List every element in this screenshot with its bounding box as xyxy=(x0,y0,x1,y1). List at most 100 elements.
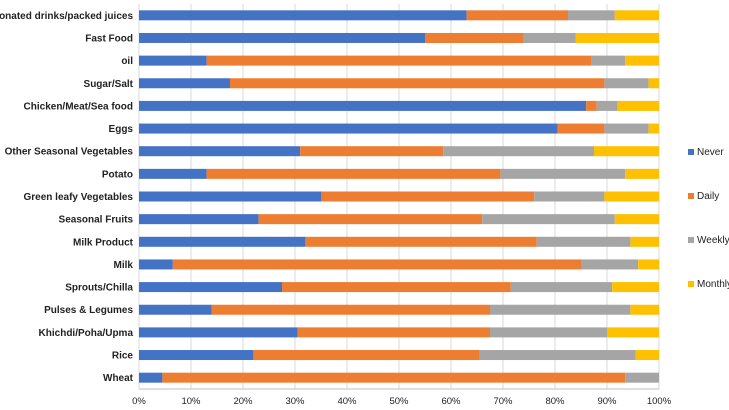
bar-segment-daily xyxy=(321,191,535,202)
bar-segment-weekly xyxy=(510,282,613,293)
legend-swatch-daily xyxy=(688,193,694,199)
bar-segment-monthly xyxy=(648,78,659,89)
bar-segment-monthly xyxy=(648,123,659,134)
category-label: Fast Food xyxy=(85,33,133,44)
bar-segment-monthly xyxy=(630,236,659,247)
bar-segment-daily xyxy=(211,304,491,315)
bar-segment-monthly xyxy=(630,304,659,315)
category-label: Sprouts/Chilla xyxy=(65,283,133,294)
bar-segment-weekly xyxy=(625,372,659,383)
category-label: Pulses & Legumes xyxy=(44,305,133,316)
bar-segment-never xyxy=(139,282,282,293)
bar-segment-monthly xyxy=(638,259,659,270)
x-tick-label: 0% xyxy=(132,396,146,407)
category-label: Milk xyxy=(114,260,134,271)
bar-segment-weekly xyxy=(604,123,649,134)
bar-segment-never xyxy=(139,123,558,134)
bar-segment-weekly xyxy=(490,327,607,338)
x-tick-label: 20% xyxy=(233,396,253,407)
bar-segment-monthly xyxy=(635,350,659,361)
bar-segment-never xyxy=(139,146,301,157)
x-tick-label: 90% xyxy=(597,396,617,407)
legend-label-never: Never xyxy=(697,147,724,158)
bar-segment-monthly xyxy=(575,32,659,43)
x-tick-label: 50% xyxy=(389,396,409,407)
bar-segment-never xyxy=(139,78,230,89)
bar-segment-daily xyxy=(305,236,537,247)
category-label: Green leafy Vegetables xyxy=(23,192,133,203)
legend-swatch-never xyxy=(688,149,694,155)
bar-segment-daily xyxy=(162,372,626,383)
x-tick-label: 30% xyxy=(285,396,305,407)
bars xyxy=(139,10,659,383)
bar-segment-never xyxy=(139,168,207,179)
x-axis-tick-labels: 0% 10% 20% 30% 40% 50% 60% 70% 80% 90% 100% xyxy=(132,396,672,407)
bar-segment-monthly xyxy=(614,10,659,21)
bar-segment-weekly xyxy=(534,191,605,202)
bar-segment-never xyxy=(139,372,163,383)
category-label: Rice xyxy=(112,351,134,362)
category-label: Seasonal Fruits xyxy=(59,215,134,226)
x-tick-label: 60% xyxy=(441,396,461,407)
bar-segment-monthly xyxy=(614,214,659,225)
bar-segment-daily xyxy=(557,123,605,134)
bar-segment-weekly xyxy=(604,78,649,89)
bar-segment-weekly xyxy=(581,259,639,270)
bar-segment-never xyxy=(139,55,207,66)
bar-segment-never xyxy=(139,236,306,247)
category-labels: Carbonated drinks/packed juices Fast Food… xyxy=(0,11,134,384)
x-tick-label: 100% xyxy=(647,396,672,407)
category-label: Chicken/Meat/Sea food xyxy=(24,101,133,112)
bar-segment-monthly xyxy=(594,146,659,157)
bar-segment-monthly xyxy=(617,100,659,111)
category-label: Carbonated drinks/packed juices xyxy=(0,11,133,22)
bar-segment-weekly xyxy=(482,214,615,225)
bar-segment-never xyxy=(139,259,173,270)
x-tick-label: 80% xyxy=(545,396,565,407)
legend-label-weekly: Weekly xyxy=(697,235,729,246)
legend-swatch-monthly xyxy=(688,281,694,287)
category-label: Other Seasonal Vegetables xyxy=(5,147,134,158)
bar-segment-never xyxy=(139,191,321,202)
category-label: Khichdi/Poha/Upma xyxy=(39,328,134,339)
bar-segment-weekly xyxy=(500,168,626,179)
bar-segment-weekly xyxy=(479,350,636,361)
bar-segment-monthly xyxy=(612,282,659,293)
bar-segment-never xyxy=(139,214,259,225)
bar-segment-never xyxy=(139,100,587,111)
x-tick-label: 10% xyxy=(181,396,201,407)
bar-segment-monthly xyxy=(625,168,659,179)
bar-segment-monthly xyxy=(625,55,659,66)
bar-segment-never xyxy=(139,10,467,21)
bar-segment-weekly xyxy=(536,236,631,247)
bar-segment-daily xyxy=(282,282,511,293)
bar-segment-daily xyxy=(586,100,597,111)
x-tick-label: 40% xyxy=(337,396,357,407)
legend-label-monthly: Monthly xyxy=(697,279,729,290)
bar-segment-never xyxy=(139,350,254,361)
bar-segment-never xyxy=(139,32,425,43)
bar-segment-daily xyxy=(206,168,501,179)
bar-segment-never xyxy=(139,327,298,338)
bar-segment-daily xyxy=(253,350,480,361)
bar-segment-never xyxy=(139,304,212,315)
bar-segment-weekly xyxy=(596,100,618,111)
bar-segment-daily xyxy=(258,214,483,225)
bar-segment-weekly xyxy=(490,304,631,315)
bar-segment-daily xyxy=(297,327,490,338)
bar-segment-weekly xyxy=(591,55,626,66)
bar-segment-daily xyxy=(172,259,582,270)
bar-segment-weekly xyxy=(568,10,615,21)
bar-segment-daily xyxy=(300,146,444,157)
x-tick-label: 70% xyxy=(493,396,513,407)
bar-segment-weekly xyxy=(443,146,594,157)
bar-segment-weekly xyxy=(523,32,576,43)
bar-segment-daily xyxy=(466,10,568,21)
bar-segment-daily xyxy=(206,55,592,66)
legend-swatch-weekly xyxy=(688,237,694,243)
category-label: oil xyxy=(121,56,133,67)
category-label: Eggs xyxy=(109,124,134,135)
legend: Never Daily Weekly Monthly xyxy=(688,147,729,290)
category-label: Wheat xyxy=(103,373,134,384)
